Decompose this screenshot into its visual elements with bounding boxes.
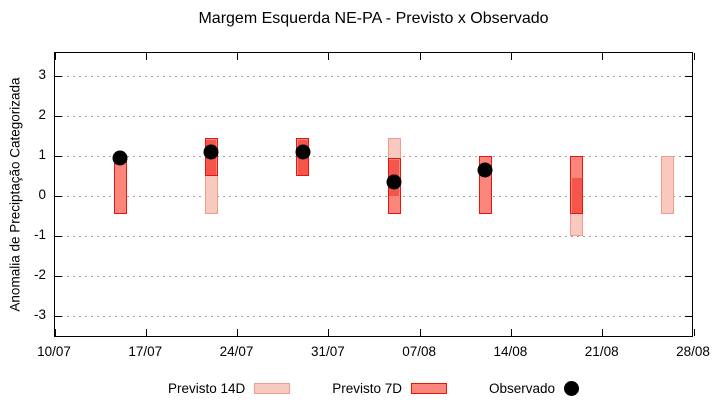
y-tick (685, 195, 692, 197)
y-tick-label: 3 (38, 67, 46, 82)
x-tick (693, 53, 695, 60)
y-tick (55, 75, 62, 77)
plot-area (54, 52, 695, 337)
x-tick-label: 31/07 (310, 344, 345, 359)
x-tick (419, 53, 421, 60)
x-tick-label: 07/08 (402, 344, 437, 359)
observed-dot (112, 150, 128, 166)
gridline (55, 315, 692, 317)
observed-dot (295, 144, 311, 160)
y-tick-label: -3 (33, 307, 46, 322)
x-tick (237, 329, 239, 336)
legend-item-observado: Observado (489, 380, 580, 396)
y-tick (55, 315, 62, 317)
observed-dot (203, 144, 219, 160)
y-tick (685, 275, 692, 277)
x-tick-label: 10/07 (37, 344, 71, 359)
x-tick (54, 329, 56, 336)
x-tick (328, 53, 330, 60)
legend-swatch-previsto-7d-icon (411, 382, 448, 394)
legend-label-previsto-14d: Previsto 14D (167, 380, 246, 396)
y-tick-label: -2 (33, 267, 46, 282)
x-tick (54, 53, 56, 60)
x-tick (237, 53, 239, 60)
legend-item-previsto-14d: Previsto 14D (167, 380, 291, 396)
x-tick-label: 14/08 (493, 344, 528, 359)
legend-dot-observado-icon (564, 380, 580, 396)
gridline (55, 155, 692, 157)
gridline (55, 115, 692, 117)
y-tick (55, 155, 62, 157)
y-tick-label: 0 (38, 187, 46, 202)
x-tick (510, 53, 512, 60)
legend: Previsto 14D Previsto 7D Observado (54, 378, 693, 398)
y-tick (55, 275, 62, 277)
gridline (55, 275, 692, 277)
y-tick (685, 155, 692, 157)
legend-item-previsto-7d: Previsto 7D (332, 380, 448, 396)
x-tick (602, 53, 604, 60)
x-tick (693, 329, 695, 336)
legend-label-observado: Observado (489, 380, 556, 396)
observed-dot (386, 174, 402, 190)
x-tick (328, 329, 330, 336)
gridline (55, 195, 692, 197)
x-tick-label: 28/08 (676, 344, 710, 359)
y-tick-label: 2 (38, 107, 46, 122)
gridline (55, 235, 692, 237)
observed-dot (477, 162, 493, 178)
chart-title: Margem Esquerda NE-PA - Previsto x Obser… (198, 10, 549, 27)
y-tick (55, 235, 62, 237)
x-tick (419, 329, 421, 336)
y-tick (685, 235, 692, 237)
x-tick-label: 17/07 (128, 344, 163, 359)
x-tick (145, 53, 147, 60)
gridline (55, 75, 692, 77)
y-tick (685, 115, 692, 117)
y-tick (55, 115, 62, 117)
legend-label-previsto-7d: Previsto 7D (332, 380, 403, 396)
y-tick (685, 75, 692, 77)
x-tick (145, 329, 147, 336)
x-tick (510, 329, 512, 336)
legend-swatch-previsto-14d-icon (254, 382, 291, 394)
x-tick (602, 329, 604, 336)
y-tick-label: 1 (38, 147, 46, 162)
forecast-bar-overlap (571, 178, 582, 213)
x-tick-label: 24/07 (219, 344, 254, 359)
y-tick (55, 195, 62, 197)
y-tick-label: -1 (33, 227, 46, 242)
forecast-bar-14d (661, 156, 675, 214)
forecast-bar-7d (113, 158, 127, 214)
x-tick-label: 21/08 (584, 344, 619, 359)
y-tick (685, 315, 692, 317)
